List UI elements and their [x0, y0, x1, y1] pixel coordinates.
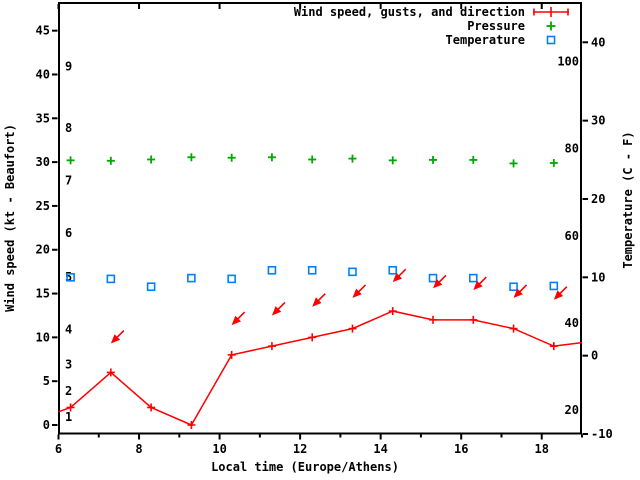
wind-arrow-icon	[553, 286, 568, 300]
y-right-tick-label-30: 30	[591, 114, 605, 128]
fahrenheit-scale-labels: 20 40 60 80 100	[557, 55, 579, 417]
wind-direction-arrows	[110, 268, 568, 344]
y-right-tick-label-20: 20	[591, 192, 605, 206]
x-tick-label-16: 16	[454, 442, 468, 456]
pressure-plus-sample-icon	[546, 21, 556, 31]
x-axis-title: Local time (Europe/Athens)	[211, 460, 399, 474]
y-left-tick-label-45: 45	[36, 24, 50, 38]
temperature-square-sample-icon	[546, 35, 556, 45]
x-axis-ticks: 6 8 10 12 14 16 18	[55, 4, 584, 456]
fahrenheit-label-80: 80	[565, 142, 579, 156]
pressure-points	[66, 153, 558, 168]
y-left-tick-label-40: 40	[36, 67, 50, 81]
beaufort-label-7: 7	[65, 174, 72, 188]
wind-arrow-icon	[312, 293, 326, 307]
wind-speed-line	[58, 310, 583, 426]
temperature-points	[66, 265, 559, 292]
fahrenheit-label-40: 40	[565, 316, 579, 330]
y-left-tick-label-10: 10	[36, 330, 50, 344]
beaufort-label-8: 8	[65, 121, 72, 135]
legend: Wind speed, gusts, and direction Pressur…	[294, 5, 570, 47]
beaufort-label-5: 5	[65, 270, 72, 284]
y-left-tick-label-5: 5	[43, 374, 50, 388]
fahrenheit-label-60: 60	[565, 229, 579, 243]
y-left-tick-label-35: 35	[36, 111, 50, 125]
y-left-axis-ticks: 0 5 10 15 20 25 30 35 40 45	[36, 24, 58, 432]
legend-label-pressure: Pressure	[467, 19, 525, 33]
x-tick-label-10: 10	[212, 442, 226, 456]
wind-arrow-icon	[231, 311, 246, 326]
y-right-tick-label--10: -10	[591, 427, 613, 441]
beaufort-label-1: 1	[65, 410, 72, 424]
x-tick-label-6: 6	[55, 442, 62, 456]
x-tick-label-18: 18	[535, 442, 549, 456]
x-tick-label-12: 12	[293, 442, 307, 456]
legend-label-temperature: Temperature	[445, 33, 525, 47]
wind-arrow-icon	[433, 274, 447, 289]
wind-arrow-icon	[513, 284, 528, 298]
y-right-tick-label-10: 10	[591, 270, 605, 284]
x-tick-label-8: 8	[135, 442, 142, 456]
wind-speed-markers	[66, 307, 558, 429]
y-right-tick-label-40: 40	[591, 35, 605, 49]
wind-arrow-icon	[352, 284, 367, 298]
y-left-tick-label-0: 0	[43, 418, 50, 432]
wind-arrow-icon	[392, 268, 407, 283]
x-tick-label-14: 14	[373, 442, 387, 456]
legend-row-wind: Wind speed, gusts, and direction	[294, 5, 570, 19]
wind-arrow-icon	[110, 329, 125, 344]
y-left-tick-label-15: 15	[36, 287, 50, 301]
beaufort-scale-labels: 1 2 3 4 5 6 7 8 9	[65, 60, 72, 425]
y-right-tick-label-0: 0	[591, 349, 598, 363]
legend-row-temperature: Temperature	[446, 33, 570, 47]
plot-border	[58, 2, 582, 435]
y-right-axis-ticks: -10 0 10 20 30 40	[582, 35, 613, 441]
beaufort-label-2: 2	[65, 384, 72, 398]
legend-label-wind: Wind speed, gusts, and direction	[293, 5, 525, 19]
wind-arrow-icon	[271, 301, 286, 316]
beaufort-label-6: 6	[65, 226, 72, 240]
fahrenheit-label-20: 20	[565, 403, 579, 417]
wind-errorbar-sample-icon	[533, 7, 569, 17]
beaufort-label-9: 9	[65, 60, 72, 74]
beaufort-label-3: 3	[65, 358, 72, 372]
fahrenheit-label-100: 100	[557, 55, 579, 69]
beaufort-label-4: 4	[65, 323, 72, 337]
y-left-tick-label-20: 20	[36, 243, 50, 257]
wind-arrow-icon	[473, 276, 487, 291]
y-left-tick-label-30: 30	[36, 155, 50, 169]
legend-row-pressure: Pressure	[467, 19, 570, 33]
y-left-tick-label-25: 25	[36, 199, 50, 213]
